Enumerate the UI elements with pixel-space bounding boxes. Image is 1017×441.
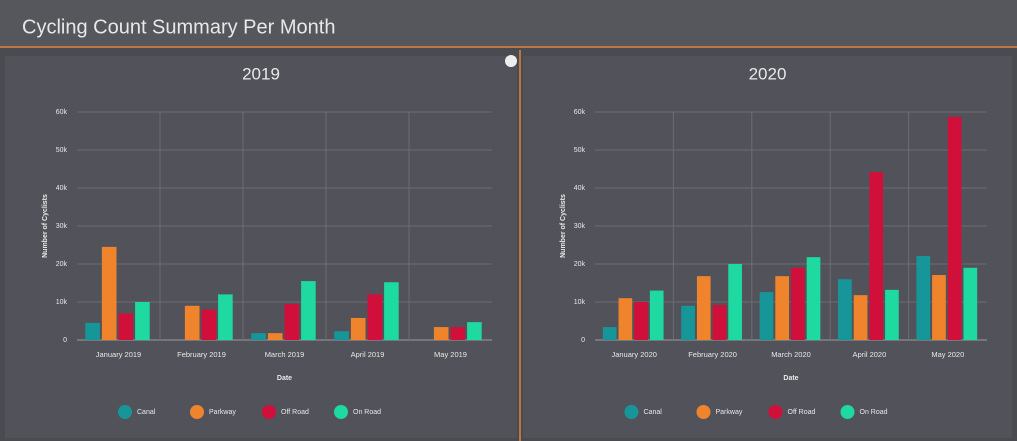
legend-label: Parkway [209, 409, 236, 416]
bar [184, 305, 200, 340]
panel [523, 56, 1012, 438]
chart-title: 2019 [242, 64, 280, 83]
legend-swatch [840, 405, 855, 419]
y-axis-label: Number of Cyclists [560, 194, 567, 258]
bar [101, 246, 117, 340]
y-tick-label: 60k [56, 109, 68, 116]
x-tick-label: April 2020 [853, 350, 887, 359]
bar [791, 267, 805, 340]
legend-label: Off Road [281, 409, 309, 416]
header-bar [0, 0, 1017, 46]
bar [467, 322, 482, 340]
bar [251, 333, 266, 340]
y-axis-label: Number of Cyclists [42, 194, 49, 258]
x-tick-label: January 2019 [96, 350, 141, 359]
y-tick-label: 60k [574, 109, 586, 116]
legend-swatch [624, 405, 639, 419]
x-tick-label: May 2019 [434, 350, 467, 359]
bar [712, 305, 727, 340]
y-tick-label: 50k [56, 147, 68, 154]
bar [301, 281, 316, 340]
x-tick-label: March 2019 [265, 350, 305, 359]
legend-label: Parkway [716, 409, 743, 416]
legend-label: Canal [644, 409, 663, 416]
y-tick-label: 20k [56, 261, 68, 268]
x-tick-label: March 2020 [771, 350, 811, 359]
x-tick-label: April 2019 [351, 350, 385, 359]
bar [775, 276, 789, 340]
bar [634, 302, 648, 340]
x-tick-label: January 2020 [611, 350, 656, 359]
bar [367, 294, 383, 340]
bar [267, 333, 283, 340]
bar [135, 302, 150, 340]
bar [932, 275, 946, 340]
move-handle[interactable] [505, 55, 517, 67]
x-axis-label: Date [277, 375, 292, 382]
bar [759, 292, 774, 340]
x-tick-label: May 2020 [931, 350, 964, 359]
bar [218, 294, 233, 340]
bar [681, 305, 695, 340]
legend-swatch [118, 405, 132, 419]
legend-swatch [696, 405, 711, 419]
bar [433, 327, 449, 340]
bar [384, 282, 399, 340]
bar [916, 256, 931, 340]
legend-swatch [334, 405, 348, 419]
y-tick-label: 10k [574, 299, 586, 306]
bar [838, 279, 852, 340]
legend-label: On Road [353, 409, 381, 416]
legend-swatch [768, 405, 783, 419]
bar [118, 313, 134, 340]
bar [728, 264, 742, 340]
y-tick-label: 0 [581, 337, 585, 344]
bar [853, 295, 868, 340]
y-tick-label: 30k [56, 223, 68, 230]
header-title: Cycling Count Summary Per Month [22, 16, 335, 38]
legend-label: Off Road [788, 409, 816, 416]
legend-swatch [262, 405, 276, 419]
x-tick-label: February 2019 [177, 350, 226, 359]
bar [350, 317, 366, 340]
legend-label: On Road [860, 409, 888, 416]
bar [85, 322, 100, 340]
bar [450, 327, 466, 340]
bar [885, 289, 899, 340]
bar [696, 276, 711, 340]
bar [618, 298, 633, 340]
bar [963, 267, 978, 340]
y-tick-label: 30k [574, 223, 586, 230]
y-tick-label: 40k [574, 185, 586, 192]
bar [201, 309, 217, 340]
bar [284, 303, 300, 340]
y-tick-label: 20k [574, 261, 586, 268]
bar [947, 116, 962, 340]
bar [334, 331, 349, 340]
x-axis-label: Date [783, 375, 798, 382]
legend-swatch [190, 405, 204, 419]
legend-label: Canal [137, 409, 156, 416]
bar [806, 257, 821, 340]
y-tick-label: 40k [56, 185, 68, 192]
y-tick-label: 0 [63, 337, 67, 344]
bar [869, 172, 884, 340]
panel [5, 56, 517, 438]
bar [602, 327, 617, 340]
x-tick-label: February 2020 [688, 350, 737, 359]
chart-title: 2020 [749, 64, 787, 83]
y-tick-label: 50k [574, 147, 586, 154]
bar [649, 290, 664, 340]
y-tick-label: 10k [56, 299, 68, 306]
